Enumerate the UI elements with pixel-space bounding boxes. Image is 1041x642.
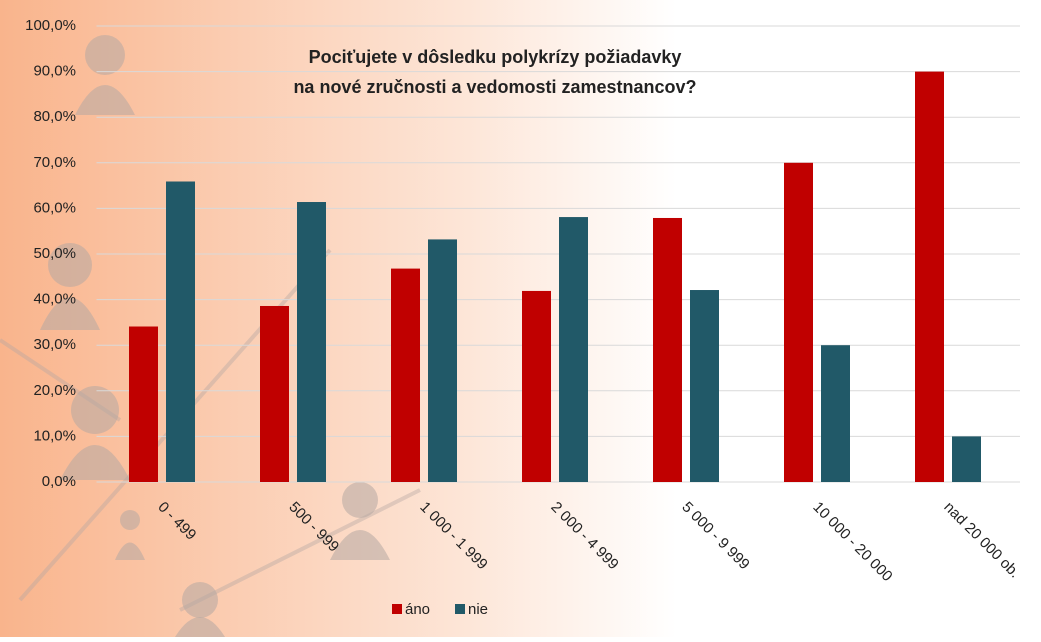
chart-title: na nové zručnosti a vedomosti zamestnanc… [293, 77, 696, 97]
y-tick-label: 50,0% [33, 245, 76, 262]
y-tick-label: 0,0% [42, 473, 76, 490]
bar [297, 202, 326, 483]
bar [821, 345, 850, 482]
y-tick-label: 30,0% [33, 336, 76, 353]
y-tick-label: 20,0% [33, 382, 76, 399]
legend-label: áno [405, 601, 430, 618]
bar [952, 436, 981, 482]
y-tick-label: 70,0% [33, 154, 76, 171]
y-tick-label: 90,0% [33, 63, 76, 80]
bar [522, 290, 551, 482]
y-tick-label: 10,0% [33, 427, 76, 444]
legend-swatch [392, 604, 402, 614]
y-tick-label: 80,0% [33, 108, 76, 125]
y-tick-label: 40,0% [33, 291, 76, 308]
legend-swatch [455, 604, 465, 614]
y-tick-label: 60,0% [33, 199, 76, 216]
bar [166, 181, 195, 482]
legend-label: nie [468, 601, 488, 618]
bar [784, 162, 813, 483]
bar [391, 268, 420, 482]
bar [559, 217, 588, 482]
y-tick-label: 100,0% [25, 17, 76, 34]
bar [653, 217, 682, 482]
decoration [0, 35, 421, 637]
bar [129, 326, 158, 482]
chart-title: Pociťujete v dôsledku polykrízy požiadav… [309, 47, 682, 67]
bar [915, 71, 944, 482]
bar [260, 305, 289, 482]
bar [690, 290, 719, 482]
bar [428, 239, 457, 482]
